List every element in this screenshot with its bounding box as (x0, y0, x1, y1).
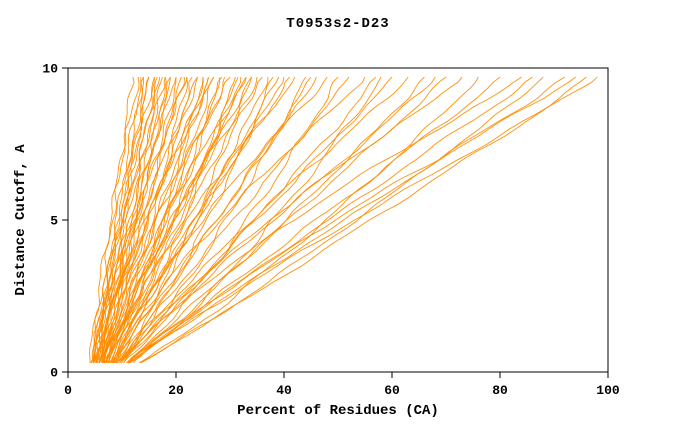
model-curve (110, 76, 328, 364)
model-curve (127, 76, 533, 364)
model-curve (90, 76, 135, 364)
x-tick-label: 40 (276, 383, 292, 398)
model-curve (107, 76, 296, 364)
x-tick-label: 80 (492, 383, 508, 398)
x-axis-label: Percent of Residues (CA) (237, 403, 439, 419)
y-tick-label: 10 (42, 62, 58, 77)
model-curve (125, 76, 447, 364)
model-curve (103, 76, 209, 364)
model-curve (102, 76, 199, 364)
model-curve (110, 76, 280, 364)
y-axis-label: Distance Cutoff, A (13, 144, 29, 296)
model-curve (140, 76, 544, 364)
chart-title: T0953s2-D23 (286, 16, 390, 32)
model-curve (108, 76, 247, 364)
model-curve (116, 76, 393, 364)
model-curve (98, 77, 172, 364)
model-curve (123, 76, 306, 364)
model-curve (93, 76, 158, 363)
model-curve (119, 76, 312, 364)
model-curve (119, 76, 436, 364)
model-curve (129, 76, 598, 364)
model-curve (118, 76, 522, 364)
model-curve (108, 77, 188, 364)
y-tick-label: 0 (50, 366, 58, 381)
model-curve (91, 77, 142, 363)
x-tick-label: 100 (596, 383, 620, 398)
model-curve (115, 77, 269, 364)
model-curve (127, 76, 339, 364)
model-curve (88, 77, 140, 363)
model-curve (98, 77, 209, 364)
model-curve (90, 77, 145, 364)
x-tick-label: 20 (168, 383, 184, 398)
model-curve (103, 77, 204, 363)
model-curve (103, 76, 252, 363)
model-curve (139, 76, 479, 364)
model-curve (139, 76, 587, 364)
model-curve (95, 77, 155, 364)
x-tick-label: 60 (384, 383, 400, 398)
x-tick-label: 0 (64, 383, 72, 398)
model-curve (128, 76, 566, 364)
model-curve (98, 76, 198, 364)
model-curve (128, 76, 576, 364)
model-curve (94, 76, 150, 363)
y-tick-label: 5 (50, 214, 58, 229)
model-curve (106, 76, 263, 363)
model-curve (113, 76, 366, 364)
model-curve (98, 77, 186, 364)
model-curve (101, 76, 171, 363)
model-curve (123, 76, 377, 364)
model-curve (116, 76, 463, 364)
model-curve (111, 77, 204, 364)
